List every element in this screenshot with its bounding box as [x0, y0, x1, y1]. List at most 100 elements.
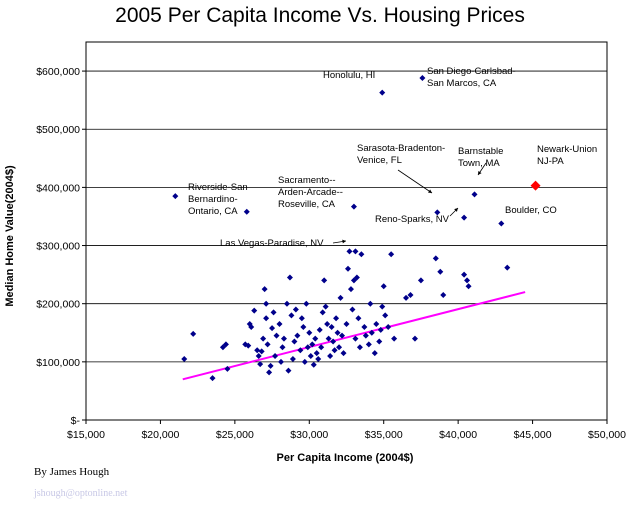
data-point	[307, 353, 314, 360]
annotation-line: Roseville, CA	[278, 199, 336, 210]
data-point	[328, 323, 335, 330]
data-point	[298, 315, 305, 322]
data-point	[362, 332, 369, 339]
data-point	[339, 332, 346, 339]
data-point	[358, 251, 365, 258]
arrow-head	[478, 171, 482, 175]
annotation-line: Sarasota-Bradenton-	[357, 143, 445, 154]
data-point	[355, 315, 362, 322]
data-point	[313, 350, 320, 357]
data-point	[291, 338, 298, 345]
data-point	[350, 203, 357, 210]
y-tick-label: $200,000	[36, 299, 80, 311]
data-point	[209, 375, 216, 382]
author-credit: By James Hough	[34, 466, 110, 478]
data-point	[258, 348, 265, 355]
data-point	[278, 358, 285, 365]
data-point	[261, 286, 268, 293]
highlight-point	[530, 180, 541, 191]
annotation-line: Honolulu, HI	[323, 70, 375, 81]
x-tick-label: $25,000	[216, 429, 254, 441]
data-point	[498, 220, 505, 227]
x-axis-label: Per Capita Income (2004$)	[277, 452, 414, 464]
data-point	[285, 367, 292, 374]
data-point	[356, 344, 363, 351]
data-point	[272, 353, 279, 360]
annotation-line: Town, MA	[458, 158, 500, 169]
data-point	[300, 323, 307, 330]
annotation-label: Boulder, CO	[505, 205, 557, 216]
data-point	[346, 248, 353, 255]
data-point	[286, 274, 293, 281]
data-point	[461, 214, 468, 221]
data-point	[190, 330, 197, 337]
data-point	[289, 355, 296, 362]
annotation-line: San Diego-Carlsbad-	[427, 66, 516, 77]
y-tick-label: $300,000	[36, 241, 80, 253]
data-point	[382, 312, 389, 319]
annotation-line: Barnstable	[458, 146, 503, 157]
data-point	[288, 312, 295, 319]
x-tick-label: $40,000	[439, 429, 477, 441]
y-tick-label: $100,000	[36, 357, 80, 369]
data-point	[391, 335, 398, 342]
chart-title: 2005 Per Capita Income Vs. Housing Price…	[115, 4, 525, 27]
data-point	[344, 265, 351, 272]
annotation-label: Las Vegas-Paradise, NV	[220, 238, 324, 249]
data-points	[172, 75, 511, 382]
annotation-label: San Diego-Carlsbad-San Marcos, CA	[427, 66, 516, 89]
data-point	[379, 303, 386, 310]
x-tick-label: $15,000	[67, 429, 105, 441]
data-point	[294, 332, 301, 339]
data-point	[301, 358, 308, 365]
data-point	[367, 300, 374, 307]
plot-area	[85, 41, 608, 421]
annotation-line: Arden-Arcade--	[278, 187, 343, 198]
data-point	[315, 355, 322, 362]
annotation-label: Honolulu, HI	[323, 70, 375, 81]
x-tick-label: $30,000	[290, 429, 328, 441]
data-point	[340, 350, 347, 357]
data-point	[361, 323, 368, 330]
data-point	[280, 335, 287, 342]
y-axis-label: Median Home Value(2004$)	[4, 165, 16, 307]
data-point	[465, 283, 472, 290]
data-point	[324, 321, 331, 328]
annotation-label: Reno-Sparks, NV	[375, 214, 450, 225]
data-point	[353, 274, 360, 281]
data-point	[331, 347, 338, 354]
data-point	[316, 326, 323, 333]
annotation-line: NJ-PA	[537, 156, 564, 167]
data-point	[371, 350, 378, 357]
data-point	[263, 315, 270, 322]
data-point	[440, 291, 447, 298]
data-point	[334, 329, 341, 336]
data-point	[365, 341, 372, 348]
data-point	[417, 277, 424, 284]
data-point	[303, 300, 310, 307]
arrow-head	[342, 239, 346, 244]
annotation-line: Sacramento--	[278, 175, 336, 186]
y-tick-label: $-	[71, 415, 81, 427]
data-point	[309, 341, 316, 348]
annotation-line: Venice, FL	[357, 155, 402, 166]
data-point	[403, 294, 410, 301]
data-point	[276, 321, 283, 328]
annotation-label: Barnstable Town, MA	[458, 146, 503, 169]
data-point	[352, 248, 359, 255]
data-point	[419, 75, 426, 82]
data-point	[318, 344, 325, 351]
data-point	[330, 338, 337, 345]
data-point	[461, 271, 468, 278]
data-point	[327, 353, 334, 360]
author-email[interactable]: jshough@optonline.net	[34, 488, 128, 499]
data-point	[279, 344, 286, 351]
annotations: Honolulu, HI San Diego-Carlsbad-San Marco…	[188, 66, 597, 249]
data-point	[373, 321, 380, 328]
annotation-label: Newark-Union NJ-PA	[537, 144, 597, 167]
data-point	[306, 329, 313, 336]
data-point	[255, 353, 262, 360]
x-axis: $15,000 $20,000 $25,000 $30,000 $35,000 $40,0…	[67, 420, 626, 441]
data-point	[321, 277, 328, 284]
data-point	[434, 209, 441, 216]
